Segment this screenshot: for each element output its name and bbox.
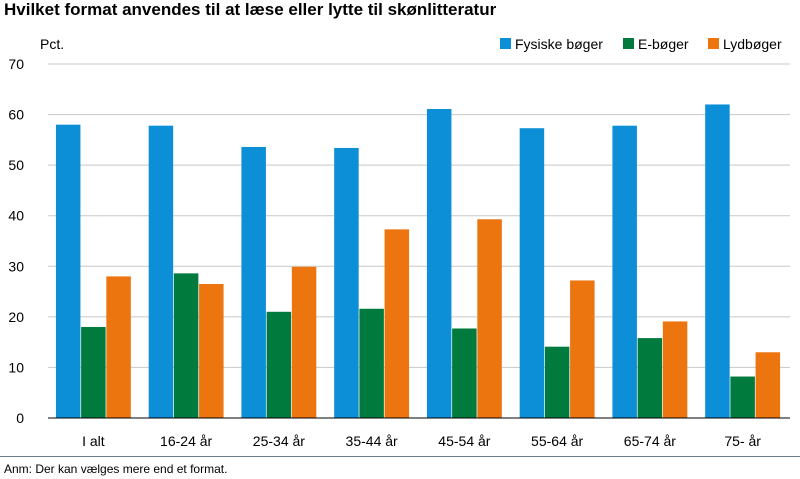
y-tick-label: 0 xyxy=(16,410,24,426)
bar xyxy=(359,308,384,418)
bar xyxy=(426,109,452,418)
x-axis-labels: I alt 16-24 år 25-34 år 35-44 år 45-54 år 55-… xyxy=(82,433,761,449)
x-tick-label: 16-24 år xyxy=(160,433,212,449)
chart-title: Hvilket format anvendes til at læse elle… xyxy=(4,0,497,19)
y-tick-label: 20 xyxy=(8,309,24,325)
legend-swatch xyxy=(500,38,511,49)
legend-label: E-bøger xyxy=(638,36,689,52)
bar xyxy=(106,276,131,418)
bar xyxy=(519,128,545,418)
bar xyxy=(477,219,502,418)
bar xyxy=(291,266,317,418)
bar xyxy=(199,283,224,418)
x-tick-label: 25-34 år xyxy=(253,433,305,449)
legend-swatch xyxy=(623,38,634,49)
y-tick-label: 60 xyxy=(8,107,24,123)
bar xyxy=(241,146,266,419)
footnote: Anm: Der kan vælges mere end et format. xyxy=(4,462,228,476)
bar xyxy=(81,326,106,418)
bar xyxy=(173,273,199,418)
y-tick-label: 30 xyxy=(8,258,24,274)
y-axis-label: Pct. xyxy=(40,36,64,52)
bar xyxy=(730,376,755,418)
bar xyxy=(662,321,688,418)
x-tick-label: 35-44 år xyxy=(346,433,398,449)
bar xyxy=(148,125,174,418)
footer-rule xyxy=(0,456,800,457)
x-tick-label: 55-64 år xyxy=(531,433,583,449)
bar xyxy=(755,352,781,418)
bar xyxy=(612,125,637,418)
y-tick-label: 70 xyxy=(8,56,24,72)
x-tick-label: 45-54 år xyxy=(438,433,490,449)
bar xyxy=(55,124,81,418)
bar xyxy=(570,280,595,418)
y-tick-label: 40 xyxy=(8,208,24,224)
bar xyxy=(384,229,410,418)
legend-label: Lydbøger xyxy=(723,36,782,52)
legend-swatch xyxy=(708,38,719,49)
bar xyxy=(266,311,292,418)
y-tick-label: 50 xyxy=(8,157,24,173)
x-tick-label: 65-74 år xyxy=(624,433,676,449)
legend-label: Fysiske bøger xyxy=(515,36,603,52)
x-tick-label: 75- år xyxy=(724,433,761,449)
legend: Fysiske bøger E-bøger Lydbøger xyxy=(500,36,782,52)
bars xyxy=(55,104,781,419)
bar xyxy=(334,147,359,418)
y-axis-ticks: 0 10 20 30 40 50 60 70 xyxy=(8,56,24,426)
bar xyxy=(544,346,570,418)
bar xyxy=(637,338,663,418)
bar xyxy=(452,328,477,418)
y-tick-label: 10 xyxy=(8,359,24,375)
bar xyxy=(705,104,730,418)
bar-chart: 0 10 20 30 40 50 60 70 Pct. I alt 16-24 år 25-34 … xyxy=(8,36,790,449)
x-tick-label: I alt xyxy=(82,433,105,449)
